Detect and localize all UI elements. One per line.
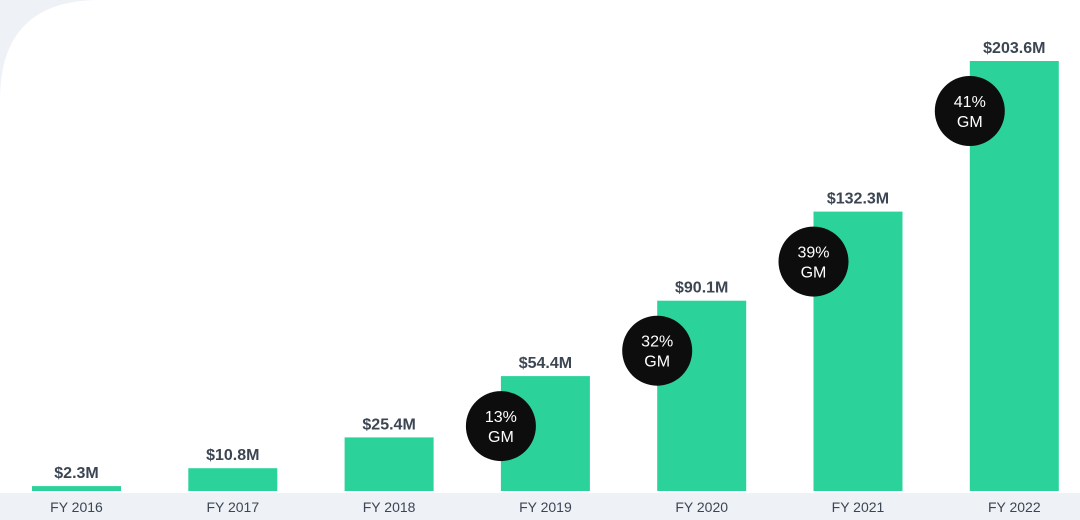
value-label: $10.8M [206,447,259,464]
gm-suffix: GM [488,429,514,446]
gm-suffix: GM [644,354,670,371]
x-tick-label: FY 2020 [675,499,728,515]
badge-circle [934,76,1005,146]
value-label: $90.1M [675,280,728,297]
gross-margin-badge: 39% GM [778,226,849,297]
value-label: $54.4M [519,355,572,372]
gm-percent: 13% [485,409,517,426]
gm-percent: 41% [954,94,986,111]
badge-circle [622,315,693,386]
value-label: $203.6M [983,40,1045,57]
x-tick-label: FY 2016 [50,499,103,515]
x-tick-label: FY 2022 [988,499,1041,515]
gm-percent: 39% [797,245,829,262]
gross-margin-badge: 32% GM [622,315,693,386]
badge-circle [465,391,536,462]
badge-circle [778,226,849,297]
bar-fy-2016 [32,486,121,491]
x-tick-label: FY 2021 [832,499,885,515]
x-axis-band [0,493,1080,520]
chart-background [0,0,1080,493]
gm-percent: 32% [641,334,673,351]
value-label: $132.3M [827,191,889,208]
x-tick-label: FY 2019 [519,499,572,515]
bar-fy-2018 [344,437,434,491]
gross-margin-badge: 13% GM [465,391,536,462]
x-tick-label: FY 2017 [206,499,259,515]
gm-suffix: GM [957,114,983,131]
bar-fy-2017 [188,468,278,491]
value-label: $2.3M [54,465,98,482]
gross-margin-badge: 41% GM [934,76,1005,146]
bars-group: $2.3M FY 2016 $10.8M FY 2017 $25.4M FY 2018 $5… [32,40,1059,515]
gm-suffix: GM [801,265,827,282]
value-label: $25.4M [362,416,415,433]
x-tick-label: FY 2018 [363,499,416,515]
